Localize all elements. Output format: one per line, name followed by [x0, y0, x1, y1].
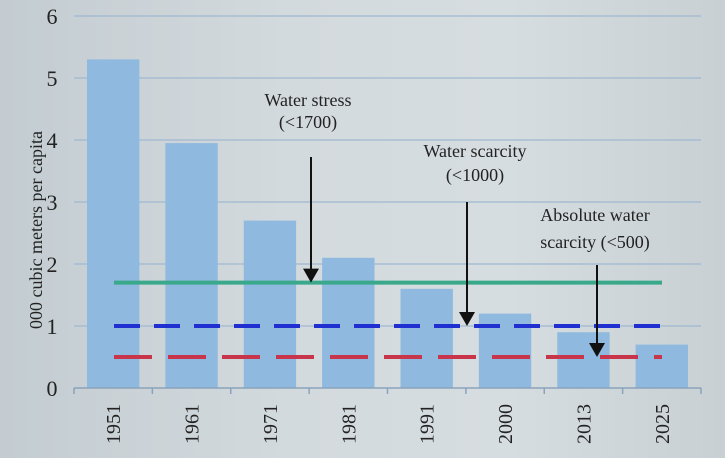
bar-1961: [165, 143, 218, 388]
bar-1991: [400, 288, 453, 388]
annotation-water-stress-line1: Water stress: [264, 90, 351, 110]
bar-2013: [557, 332, 610, 388]
annotation-absolute-scarcity-line1: Absolute water: [540, 205, 649, 225]
y-axis-label: 000 cubic meters per capita: [26, 131, 46, 329]
x-tick-label: 1961: [182, 404, 204, 444]
bar-1981: [322, 257, 375, 388]
x-tick-label: 2025: [652, 404, 674, 444]
annotation-water-scarcity-line1: Water scarcity: [424, 141, 527, 161]
y-tick-label: 3: [47, 190, 58, 215]
y-tick-label: 0: [47, 376, 58, 401]
arrow-head-icon: [589, 343, 605, 357]
threshold-lines: [114, 280, 662, 359]
x-tick-label: 1991: [417, 404, 439, 444]
y-tick-label: 4: [47, 128, 58, 153]
arrow-head-icon: [303, 268, 319, 283]
y-tick-label: 6: [47, 4, 58, 29]
bar-1971: [243, 220, 297, 388]
axes: 0 1 2 3 4 5 6 1951 1961 1971 1981 1991 2000 2013 2025: [47, 4, 702, 444]
annotation-water-stress-line2: (<1700): [279, 112, 337, 133]
bars: [87, 59, 688, 389]
annotation-absolute-scarcity-line2: scarcity (<500): [540, 232, 650, 253]
arrow-head-icon: [459, 312, 475, 326]
x-tick-label: 1971: [260, 404, 282, 444]
annotation-arrows: [303, 157, 605, 357]
x-tick-label: 1951: [103, 404, 125, 444]
x-tick-label: 1981: [338, 404, 360, 444]
y-tick-label: 2: [47, 252, 58, 277]
bar-2025: [635, 344, 688, 388]
annotation-water-scarcity-line2: (<1000): [446, 165, 504, 186]
x-tick-label: 2013: [573, 404, 595, 444]
bar-1951: [87, 59, 140, 389]
x-tick-label: 2000: [495, 404, 517, 444]
y-tick-label: 1: [47, 314, 58, 339]
y-tick-label: 5: [47, 66, 58, 91]
